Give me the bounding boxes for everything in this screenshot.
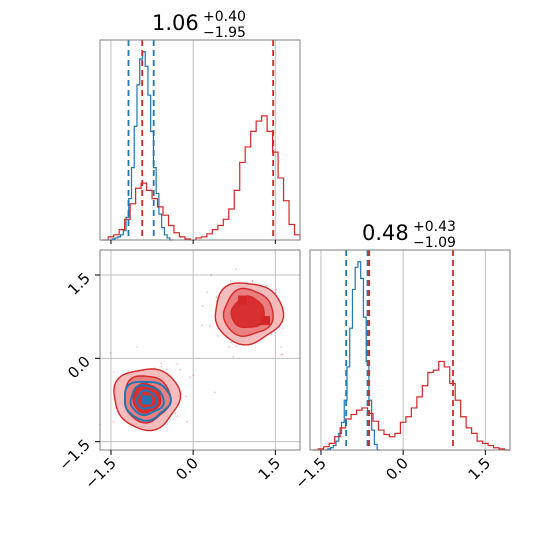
contour-xtick-label-0: −1.5 xyxy=(81,454,119,492)
contour-sample-point xyxy=(235,268,237,271)
contour-sample-point xyxy=(232,355,235,358)
right-hist-frame xyxy=(309,249,511,451)
contour-sample-point xyxy=(235,345,237,348)
contour-sample-point xyxy=(160,362,163,365)
right-hist-title-sub: −1.09 xyxy=(413,235,456,251)
contour-sample-point xyxy=(176,415,179,417)
top-hist-title-sub: −1.95 xyxy=(203,25,246,41)
contour-sample-point xyxy=(185,395,188,398)
contour-sample-point xyxy=(281,353,284,356)
contour-sample-point xyxy=(251,280,254,282)
contour-marker-1-red xyxy=(237,295,247,305)
contour-sample-point xyxy=(201,305,204,307)
contour-sample-point xyxy=(210,274,213,276)
contour-sample-point xyxy=(179,368,182,371)
contour-marker-2-red xyxy=(260,316,270,326)
contour-sample-point xyxy=(136,346,139,348)
contour-ytick-label-2: 1.5 xyxy=(64,269,94,299)
contour-ytick-label-0: −1.5 xyxy=(55,436,93,474)
contour-sample-point xyxy=(192,374,195,376)
contour-xtick-label-2: 1.5 xyxy=(255,454,285,484)
contour-sample-point xyxy=(229,279,232,282)
histogram-panel-top-left: 1.06 +0.40−1.95 xyxy=(99,9,301,244)
contour-sample-point xyxy=(188,376,191,379)
contour-sample-point xyxy=(280,354,282,356)
top-hist-series-0-blue xyxy=(109,51,173,241)
contour-sample-point xyxy=(215,296,218,298)
contour-blue-level-0 xyxy=(124,380,173,422)
contour-blue-level-1 xyxy=(129,384,165,417)
contour-marker-0-blue xyxy=(142,395,152,405)
contour-frame xyxy=(99,249,301,451)
contour-panel-bottom-left: −1.5 0.0 1.5 −1.5 0.0 1.5 xyxy=(55,249,301,493)
contour-blue-level-2 xyxy=(135,389,158,410)
contour-sample-point xyxy=(109,352,112,354)
right-hist-xtick-label-2: 1.5 xyxy=(465,454,495,484)
contour-xtick-label-1: 0.0 xyxy=(172,454,202,484)
contour-sample-point xyxy=(174,412,177,415)
contour-sample-point xyxy=(270,333,272,335)
right-hist-title: 0.48 xyxy=(362,221,409,245)
top-hist-series-1-red xyxy=(102,115,301,241)
contour-sample-point xyxy=(228,346,230,348)
contour-sample-point xyxy=(201,324,203,327)
right-hist-xtick-label-0: −1.5 xyxy=(291,454,329,492)
contour-ytick-label-1: 0.0 xyxy=(64,352,94,382)
contour-sample-point xyxy=(186,420,188,423)
contour-sample-point xyxy=(112,420,115,423)
right-hist-series-1-red xyxy=(312,360,510,451)
contour-sample-point xyxy=(166,369,168,371)
contour-sample-point xyxy=(280,346,283,348)
contour-sample-point xyxy=(112,370,115,373)
contour-sample-point xyxy=(275,288,277,291)
top-hist-title: 1.06 xyxy=(152,11,199,35)
contour-sample-point xyxy=(282,327,284,329)
top-hist-title-sup: +0.40 xyxy=(203,9,246,25)
right-hist-series-0-blue xyxy=(325,261,380,451)
top-hist-frame xyxy=(99,39,301,241)
contour-sample-point xyxy=(214,391,216,394)
contour-sample-point xyxy=(209,325,211,327)
histogram-panel-bottom-right: −1.5 0.0 1.5 0.48 +0.43−1.09 xyxy=(291,219,511,493)
contour-sample-point xyxy=(251,280,254,282)
contour-sample-point xyxy=(265,285,268,287)
contour-sample-point xyxy=(176,363,178,365)
contour-sample-point xyxy=(160,365,163,368)
right-hist-xtick-label-1: 0.0 xyxy=(382,454,412,484)
contour-sample-point xyxy=(127,370,130,372)
contour-sample-point xyxy=(206,291,209,293)
contour-sample-point xyxy=(217,335,219,337)
contour-sample-point xyxy=(230,341,233,343)
right-hist-title-sup: +0.43 xyxy=(413,219,456,235)
